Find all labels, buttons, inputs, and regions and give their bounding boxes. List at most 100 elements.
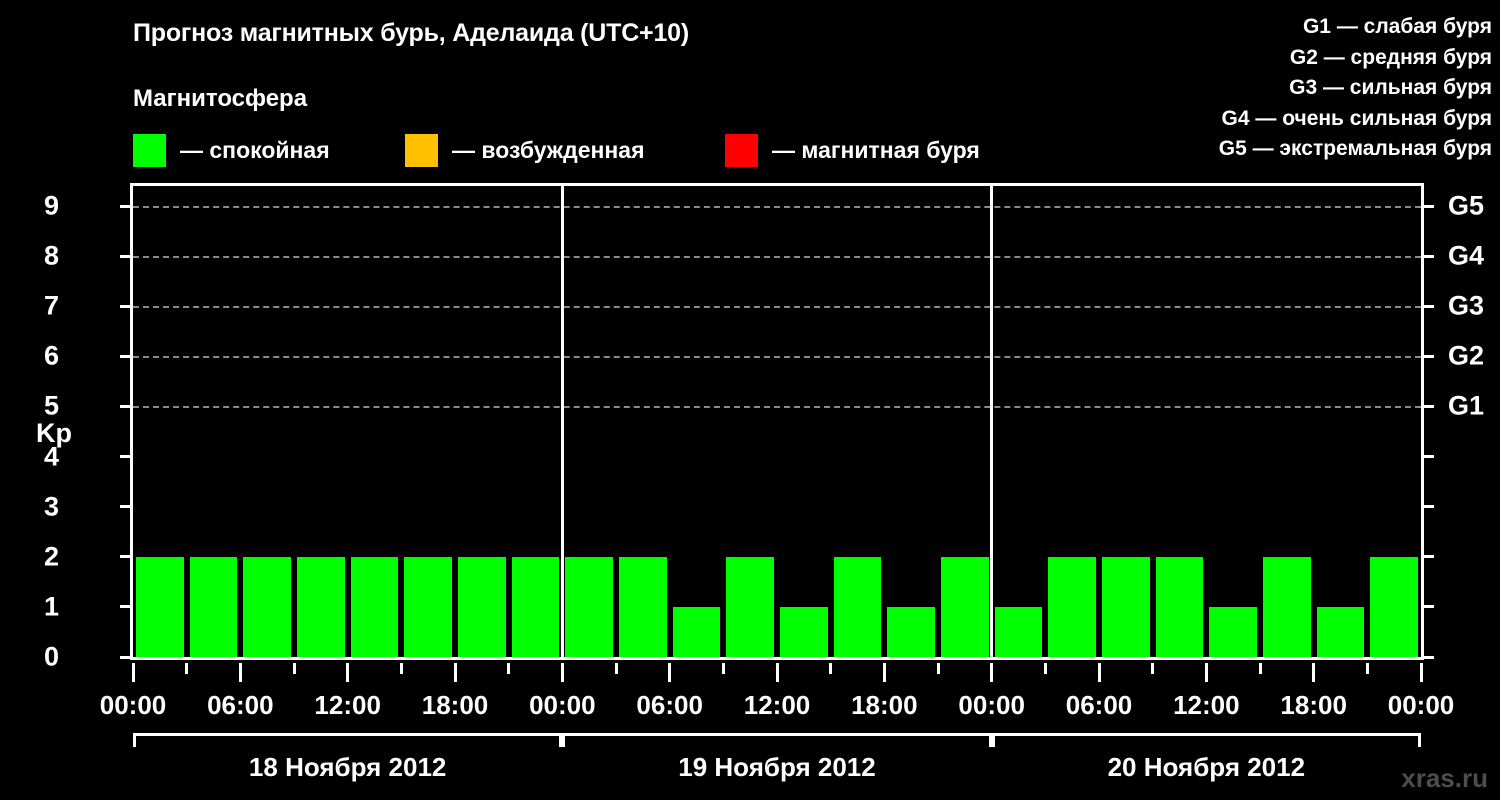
- x-tick-minor: [1365, 663, 1369, 674]
- x-tick-major: [1419, 663, 1423, 682]
- x-tick-major: [453, 663, 457, 682]
- legend-label-calm: — спокойная: [180, 136, 330, 163]
- x-axis-label: 00:00: [958, 690, 1025, 720]
- x-axis-label: 00:00: [99, 690, 167, 720]
- g-scale-row-g2: G2 — средняя буря: [1289, 45, 1492, 69]
- kp-bar: [887, 606, 935, 657]
- right-axis-label-g5: G5: [1448, 190, 1485, 221]
- x-tick-major: [1204, 663, 1208, 682]
- gridline-kp-6: [133, 356, 1421, 359]
- y-tick-label-5: 5: [43, 390, 59, 421]
- right-axis-tick-kp-1: [1421, 605, 1434, 609]
- x-tick-major: [560, 663, 564, 682]
- kp-bar: [458, 556, 506, 657]
- kp-bar: [565, 556, 613, 657]
- right-axis-tick-kp-0: [1421, 655, 1434, 659]
- legend-swatch-calm: [133, 133, 166, 167]
- right-axis-tick-kp-9: [1421, 204, 1434, 208]
- y-tick-0: [120, 655, 133, 659]
- x-tick-major: [1312, 663, 1316, 682]
- legend-item-unsettled: — возбужденная: [405, 133, 645, 167]
- date-bracket: [562, 733, 992, 747]
- right-axis-tick-kp-3: [1421, 505, 1434, 509]
- x-axis-label: 18:00: [851, 690, 918, 720]
- g-scale-legend: G1 — слабая буря G2 — средняя буря G3 — …: [1072, 12, 1492, 165]
- kp-bar: [1209, 606, 1257, 657]
- x-tick-minor: [1151, 663, 1155, 674]
- kp-bar: [1102, 556, 1150, 657]
- legend-swatch-storm: [725, 133, 758, 167]
- kp-bar: [297, 556, 345, 657]
- x-tick-minor: [1043, 663, 1047, 674]
- y-tick-2: [120, 555, 133, 559]
- x-tick-major: [346, 663, 350, 682]
- legend-swatch-unsettled: [405, 133, 438, 167]
- kp-bar: [1316, 606, 1365, 657]
- kp-bar: [1155, 556, 1204, 657]
- gridline-kp-8: [133, 256, 1421, 259]
- day-separator-2: [990, 186, 994, 657]
- right-axis-label-g1: G1: [1448, 390, 1485, 421]
- right-axis-tick-kp-5: [1421, 404, 1434, 408]
- date-bracket: [991, 733, 1421, 747]
- legend-label-unsettled: — возбужденная: [452, 136, 645, 163]
- magnetosphere-heading: Магнитосфера: [133, 85, 308, 112]
- x-tick-minor: [829, 663, 833, 674]
- kp-bar: [404, 556, 452, 657]
- y-tick-9: [120, 204, 133, 208]
- date-label: 20 Ноября 2012: [1107, 752, 1306, 782]
- gridline-kp-5: [133, 406, 1421, 409]
- y-tick-label-8: 8: [43, 240, 59, 271]
- right-axis-tick-kp-6: [1421, 354, 1434, 358]
- legend-label-storm: — магнитная буря: [772, 136, 980, 163]
- kp-bar: [780, 606, 828, 657]
- g-scale-row-g4: G4 — очень сильная буря: [1221, 106, 1492, 130]
- x-tick-major: [775, 663, 779, 682]
- x-tick-minor: [936, 663, 940, 674]
- x-tick-major: [882, 663, 886, 682]
- kp-bar: [1048, 556, 1096, 657]
- kp-bar: [833, 556, 882, 657]
- kp-bar: [243, 556, 291, 657]
- kp-bar: [619, 556, 667, 657]
- kp-bar: [511, 556, 560, 657]
- x-axis-label: 00:00: [529, 690, 596, 720]
- right-axis-label-g4: G4: [1448, 240, 1485, 271]
- x-tick-minor: [507, 663, 511, 674]
- right-axis-label-g3: G3: [1448, 290, 1485, 321]
- x-tick-minor: [185, 663, 189, 674]
- x-tick-minor: [399, 663, 403, 674]
- y-tick-label-2: 2: [43, 541, 59, 572]
- kp-bar: [672, 606, 721, 657]
- y-tick-label-6: 6: [43, 340, 59, 371]
- x-axis-label: 06:00: [207, 690, 274, 720]
- x-axis-label: 12:00: [743, 690, 811, 720]
- y-tick-7: [120, 304, 133, 308]
- plot-area: [133, 186, 1421, 657]
- kp-bar: [994, 606, 1043, 657]
- y-tick-label-1: 1: [43, 591, 59, 622]
- x-tick-minor: [614, 663, 618, 674]
- kp-bar-chart: [120, 183, 1434, 660]
- x-axis-label: 00:00: [1387, 690, 1455, 720]
- right-axis-tick-kp-4: [1421, 455, 1434, 459]
- watermark: xras.ru: [1401, 763, 1488, 793]
- x-tick-major: [990, 663, 994, 682]
- day-separator-1: [560, 186, 564, 657]
- date-bracket: [133, 733, 563, 747]
- x-axis-label: 12:00: [314, 690, 381, 720]
- g-scale-row-g1: G1 — слабая буря: [1302, 15, 1492, 38]
- right-axis-tick-kp-8: [1421, 254, 1434, 258]
- gridline-kp-9: [133, 206, 1421, 209]
- magnetosphere-legend: — спокойная — возбужденная — магнитная б…: [133, 133, 1033, 167]
- date-label: 19 Ноября 2012: [678, 752, 876, 782]
- legend-item-calm: — спокойная: [133, 133, 330, 167]
- x-tick-minor: [721, 663, 725, 674]
- page-title: Прогноз магнитных бурь, Аделаида (UTC+10…: [133, 19, 689, 47]
- kp-bar: [1263, 556, 1311, 657]
- legend-item-storm: — магнитная буря: [725, 133, 980, 167]
- x-axis-label: 18:00: [421, 690, 489, 720]
- x-tick-minor: [1258, 663, 1262, 674]
- x-tick-major: [1097, 663, 1101, 682]
- x-tick-minor: [292, 663, 296, 674]
